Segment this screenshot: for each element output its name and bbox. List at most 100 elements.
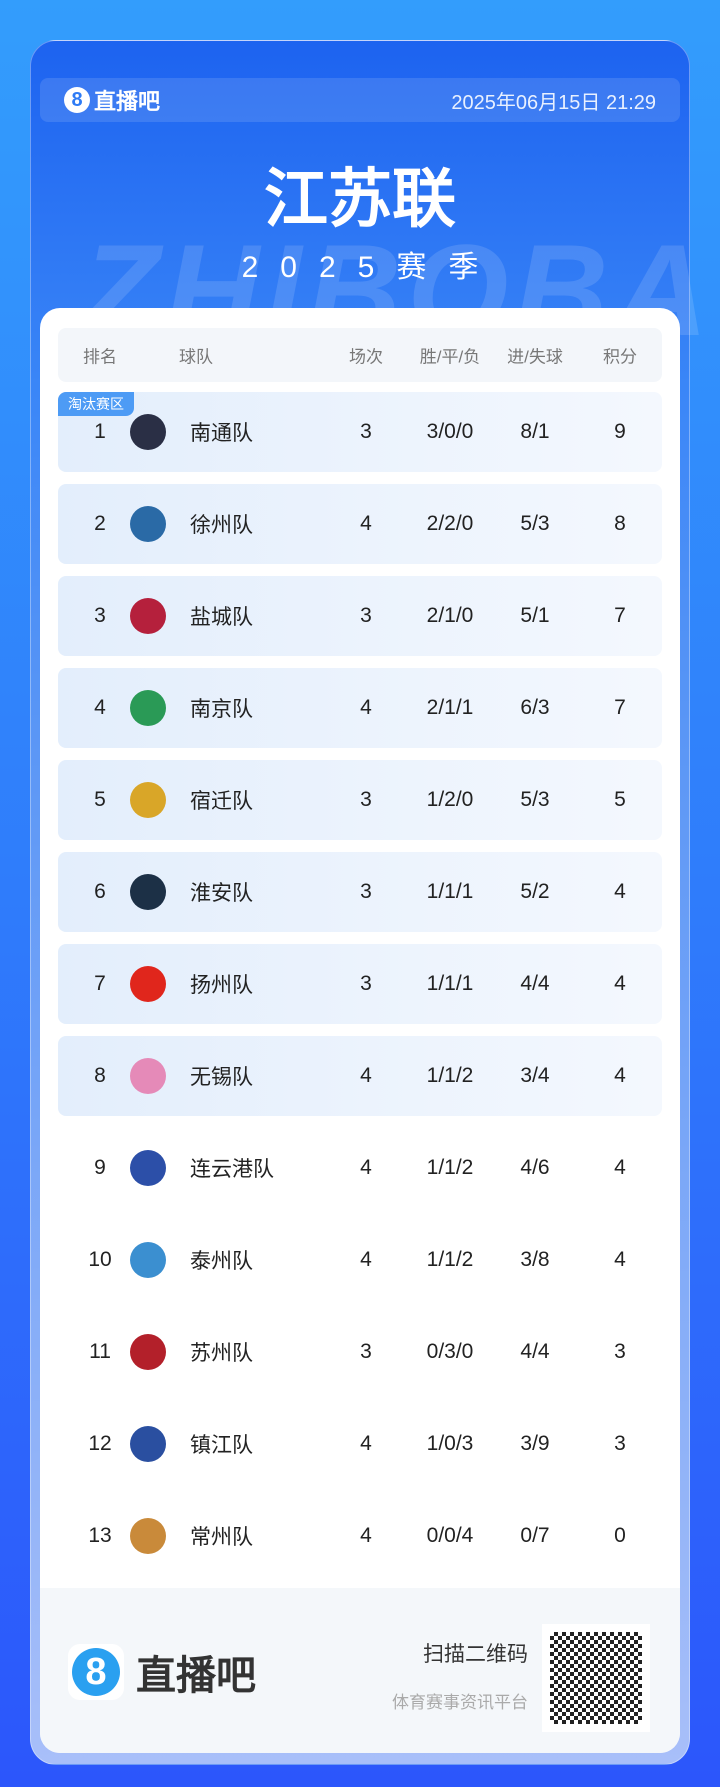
team-name[interactable]: 扬州队 (190, 974, 253, 997)
col-rank: 排名 (83, 347, 117, 367)
footer-brand: 直播吧 (136, 1654, 256, 1698)
table-row[interactable]: 12 镇江队 4 1/0/3 3/9 3 (58, 1404, 662, 1484)
wdl: 2/1/1 (426, 696, 474, 719)
played: 4 (360, 1524, 372, 1547)
team-name[interactable]: 连云港队 (190, 1158, 274, 1181)
table-row[interactable]: 11 苏州队 3 0/3/0 4/4 3 (58, 1312, 662, 1392)
col-goals: 进/失球 (507, 347, 563, 367)
rank: 5 (94, 788, 106, 811)
wdl: 2/2/0 (426, 512, 474, 535)
rank: 9 (94, 1156, 106, 1179)
wdl: 1/0/3 (426, 1432, 474, 1455)
points: 4 (614, 1248, 626, 1271)
team-logo-icon (130, 1334, 166, 1370)
col-played: 场次 (349, 347, 383, 367)
points: 8 (614, 512, 626, 535)
rank: 2 (94, 512, 106, 535)
table-row[interactable]: 9 连云港队 4 1/1/2 4/6 4 (58, 1128, 662, 1208)
team-name[interactable]: 南京队 (190, 698, 253, 721)
points: 4 (614, 880, 626, 903)
wdl: 2/1/0 (426, 604, 474, 627)
table-row[interactable]: 2 徐州队 4 2/2/0 5/3 8 (58, 484, 662, 564)
brand-name: 直播吧 (94, 89, 161, 114)
team-name[interactable]: 镇江队 (190, 1434, 253, 1457)
goals: 5/2 (520, 880, 550, 903)
wdl: 1/1/1 (426, 972, 474, 995)
table-row[interactable]: 3 盐城队 3 2/1/0 5/1 7 (58, 576, 662, 656)
eight-glyph: 8 (72, 1648, 120, 1696)
points: 7 (614, 696, 626, 719)
played: 3 (360, 788, 372, 811)
wdl: 0/0/4 (426, 1524, 474, 1547)
goals: 4/4 (520, 1340, 550, 1363)
rank: 4 (94, 696, 106, 719)
points: 9 (614, 420, 626, 443)
points: 5 (614, 788, 626, 811)
played: 4 (360, 1432, 372, 1455)
tagline: 体育赛事资讯平台 (392, 1693, 528, 1712)
goals: 6/3 (520, 696, 550, 719)
table-row[interactable]: 6 淮安队 3 1/1/1 5/2 4 (58, 852, 662, 932)
goals: 4/6 (520, 1156, 550, 1179)
team-logo-icon (130, 782, 166, 818)
team-name[interactable]: 盐城队 (190, 606, 253, 629)
team-name[interactable]: 苏州队 (190, 1342, 253, 1365)
team-logo-icon (130, 506, 166, 542)
played: 4 (360, 512, 372, 535)
points: 3 (614, 1340, 626, 1363)
datetime: 2025年06月15日 21:29 (451, 91, 656, 114)
rank: 8 (94, 1064, 106, 1087)
wdl: 1/1/2 (426, 1248, 474, 1271)
played: 3 (360, 604, 372, 627)
goals: 5/3 (520, 512, 550, 535)
season-label: 2025赛季 (241, 251, 501, 284)
team-name[interactable]: 南通队 (190, 422, 253, 445)
col-wdl: 胜/平/负 (419, 347, 481, 367)
standings-panel: 排名 球队 场次 胜/平/负 进/失球 积分 淘汰赛区 1 南通队 3 3/0/0… (40, 308, 680, 1753)
table-row[interactable]: 4 南京队 4 2/1/1 6/3 7 (58, 668, 662, 748)
played: 3 (360, 1340, 372, 1363)
team-name[interactable]: 无锡队 (190, 1066, 253, 1089)
played: 3 (360, 972, 372, 995)
points: 7 (614, 604, 626, 627)
table-row[interactable]: 5 宿迁队 3 1/2/0 5/3 5 (58, 760, 662, 840)
rank: 13 (88, 1524, 112, 1547)
team-logo-icon (130, 1242, 166, 1278)
goals: 8/1 (520, 420, 550, 443)
brand-logo: 8 直播吧 (64, 84, 160, 116)
table-row[interactable]: 10 泰州队 4 1/1/2 3/8 4 (58, 1220, 662, 1300)
rank: 10 (88, 1248, 112, 1271)
footer: 8 直播吧 扫描二维码 体育赛事资讯平台 (40, 1588, 680, 1753)
wdl: 1/1/2 (426, 1156, 474, 1179)
table-row[interactable]: 7 扬州队 3 1/1/1 4/4 4 (58, 944, 662, 1024)
qr-code[interactable] (542, 1624, 650, 1732)
zone-badge: 淘汰赛区 (58, 392, 134, 416)
team-name[interactable]: 常州队 (190, 1526, 253, 1549)
points: 4 (614, 1156, 626, 1179)
goals: 3/9 (520, 1432, 550, 1455)
table-row[interactable]: 13 常州队 4 0/0/4 0/7 0 (58, 1496, 662, 1576)
team-logo-icon (130, 1058, 166, 1094)
scan-label: 扫描二维码 (423, 1643, 528, 1666)
team-logo-icon (130, 874, 166, 910)
rank: 12 (88, 1432, 112, 1455)
team-logo-icon (130, 690, 166, 726)
goals: 4/4 (520, 972, 550, 995)
team-name[interactable]: 宿迁队 (190, 790, 253, 813)
played: 4 (360, 1064, 372, 1087)
team-name[interactable]: 淮安队 (190, 882, 253, 905)
team-name[interactable]: 徐州队 (190, 514, 253, 537)
table-row[interactable]: 8 无锡队 4 1/1/2 3/4 4 (58, 1036, 662, 1116)
table-row[interactable]: 淘汰赛区 1 南通队 3 3/0/0 8/1 9 (58, 392, 662, 472)
table-header: 排名 球队 场次 胜/平/负 进/失球 积分 (58, 328, 662, 382)
rank: 6 (94, 880, 106, 903)
goals: 5/1 (520, 604, 550, 627)
page-title: 江苏联 (264, 163, 456, 235)
brand-eight-icon: 8 (68, 1644, 124, 1700)
team-logo-icon (130, 1518, 166, 1554)
goals: 5/3 (520, 788, 550, 811)
team-logo-icon (130, 966, 166, 1002)
team-name[interactable]: 泰州队 (190, 1250, 253, 1273)
played: 4 (360, 1156, 372, 1179)
rank: 11 (89, 1340, 111, 1363)
